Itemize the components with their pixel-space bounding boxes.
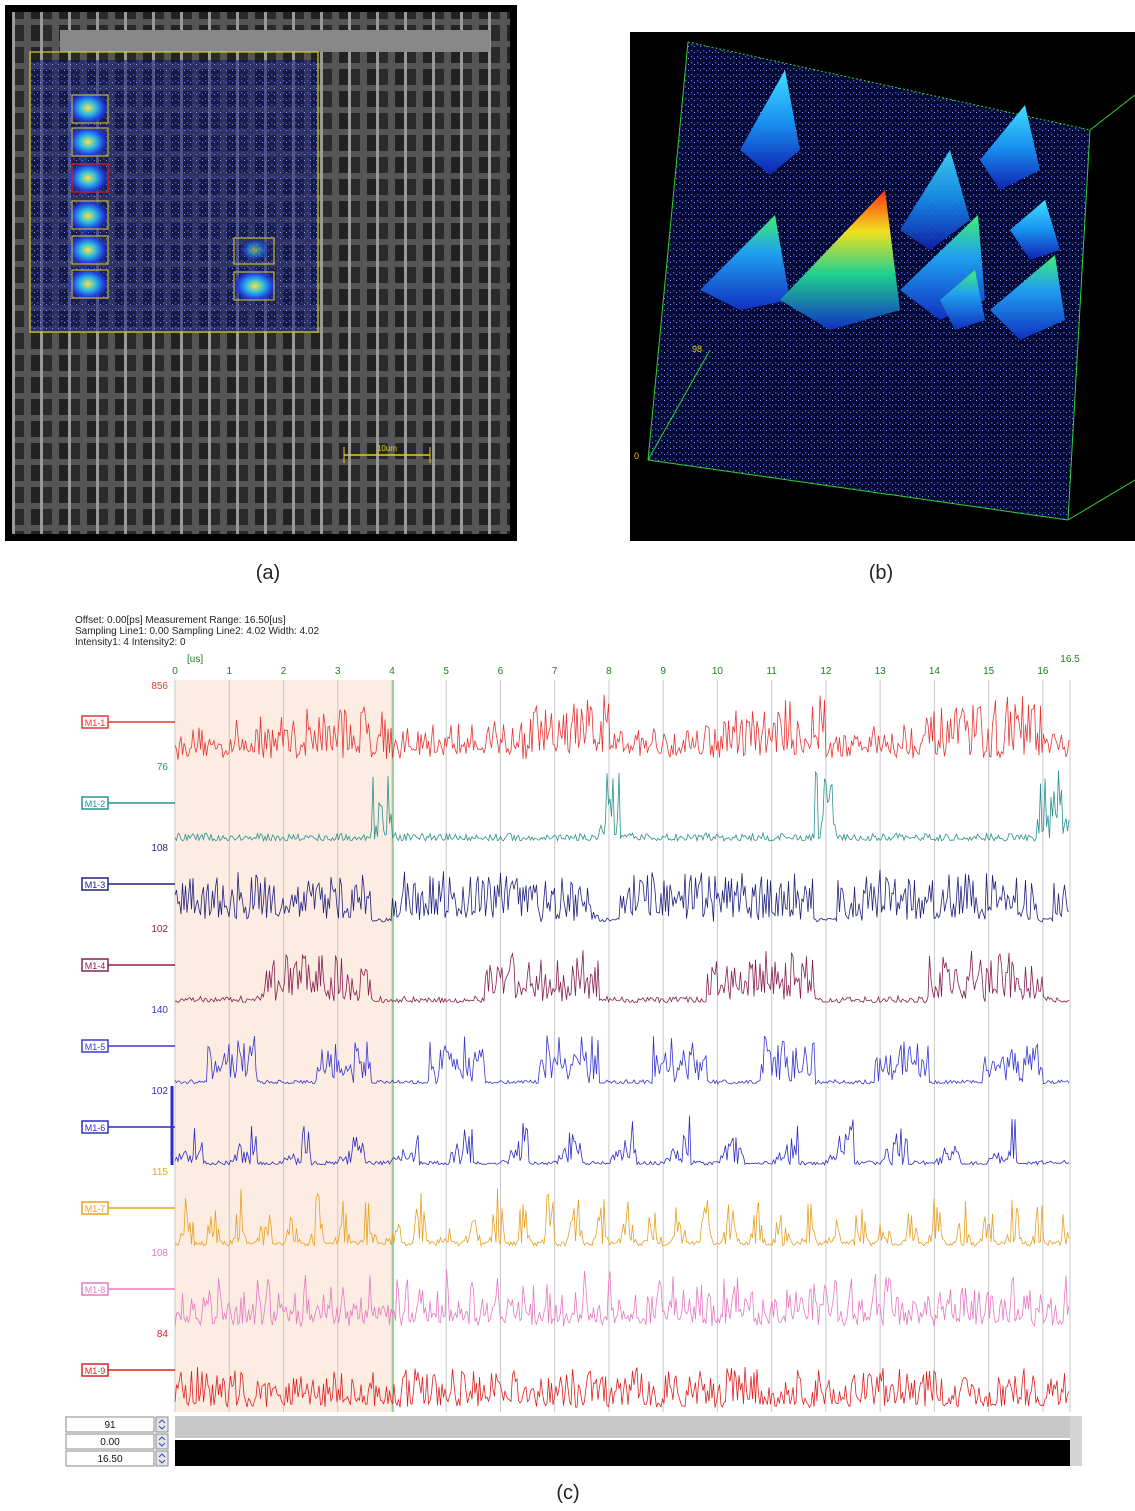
trace-label-box [81,877,109,891]
trace-label-box [81,958,109,972]
spin-field[interactable] [65,1433,155,1450]
wireframe [647,41,1135,521]
trace-name: M1-9 [85,1366,106,1376]
spin-control[interactable]: 0.00 [65,1433,169,1450]
x-unit: [us] [187,654,203,665]
spin-button[interactable] [155,1433,169,1450]
trace-max: 115 [152,1167,168,1178]
roi-boxes [71,94,275,301]
spin-arrows [158,1436,166,1447]
waveform [174,694,1070,760]
caption-c: (c) [556,1482,579,1504]
trace-label-box [81,796,109,810]
x-tick-label: 13 [875,666,887,677]
x-tick-label: 14 [929,666,941,677]
panel-a: 10um [5,5,517,541]
spin-value: 0.00 [100,1437,120,1448]
scroll-edge [1070,1416,1082,1466]
x-tick-label: 6 [498,666,504,677]
trace-name: M1-6 [85,1123,106,1133]
sampling-window [175,680,394,1412]
spin-button[interactable] [155,1416,169,1433]
z-bottom-label: 0 [634,451,639,461]
trace-name: M1-2 [85,799,106,809]
hot-spots [66,90,279,304]
caption-b: (b) [869,562,893,584]
spin-field[interactable] [65,1450,155,1467]
roi-outer [29,51,319,333]
x-tick-label: 3 [335,666,341,677]
x-tick-label: 15 [983,666,995,677]
trace-name: M1-4 [85,961,106,971]
x-tick-label: 5 [443,666,449,677]
trace-max: 102 [151,1086,168,1097]
spin-value: 91 [104,1420,116,1431]
trace-label-box [81,715,109,729]
waveform [174,1188,1070,1247]
metal-line [60,30,490,52]
x-tick-label: 7 [552,666,558,677]
waveform [174,1366,1070,1409]
trace-max: 76 [157,762,169,773]
trace-name: M1-7 [85,1204,106,1214]
timeline-bar [175,1416,1070,1438]
trace-label-box [81,1039,109,1053]
trace-label-box [81,1201,109,1215]
x-tick-label: 8 [606,666,612,677]
x-tick-label: 1 [226,666,232,677]
waveform [174,1269,1070,1327]
x-tick-label: 0 [172,666,178,677]
header-line: Sampling Line1: 0.00 Sampling Line2: 4.0… [75,626,319,637]
x-tick-label: 2 [281,666,287,677]
spin-arrows [158,1453,166,1464]
spin-control[interactable]: 16.50 [65,1450,169,1467]
x-tick-label: 10 [712,666,724,677]
trace-max: 102 [151,924,168,935]
x-tick-label: 12 [820,666,832,677]
waveform [174,1035,1070,1085]
trace-max: 84 [157,1329,169,1340]
x-tick-label: 11 [766,666,777,677]
trace-label-box [81,1120,109,1134]
trace-max: 108 [151,1248,168,1259]
x-tick-label: 16 [1037,666,1049,677]
waveform [174,950,1070,1004]
trace-name: M1-5 [85,1042,106,1052]
trace-name: M1-1 [85,718,106,728]
timeline-track [175,1440,1070,1466]
panel-b: 98 0 [630,32,1135,541]
spin-arrows [158,1419,166,1430]
trace-max: 856 [151,681,168,692]
header-line: Offset: 0.00[ps] Measurement Range: 16.5… [75,615,286,626]
z-top-label: 98 [692,344,702,354]
spin-control[interactable]: 91 [65,1416,169,1433]
waveform [174,869,1070,923]
trace-name: M1-3 [85,880,106,890]
waveform [174,1115,1070,1167]
caption-a: (a) [256,562,280,584]
x-tick-label: 9 [660,666,666,677]
spin-button[interactable] [155,1450,169,1467]
scale-label: 10um [377,444,397,453]
spin-field[interactable] [65,1416,155,1433]
x-tick-label: 4 [389,666,395,677]
x-tick-label: 16.5 [1060,654,1080,665]
header-line: Intensity1: 4 Intensity2: 0 [75,637,186,648]
trace-label-box [81,1282,109,1296]
spin-value: 16.50 [97,1454,122,1465]
peaks [700,70,1065,340]
trace-label-box [81,1363,109,1377]
trace-max: 108 [151,843,168,854]
waveform [174,770,1070,843]
trace-max: 140 [151,1005,168,1016]
panel-c: Offset: 0.00[ps] Measurement Range: 16.5… [65,615,1082,1467]
trace-name: M1-8 [85,1285,106,1295]
